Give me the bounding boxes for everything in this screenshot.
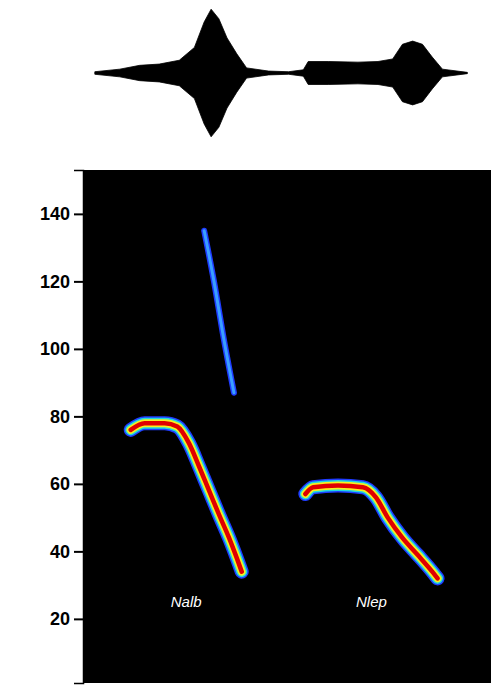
plot-background xyxy=(83,170,491,683)
y-tick: 80 xyxy=(50,407,83,427)
contour xyxy=(305,486,437,579)
contour xyxy=(131,423,242,572)
contour-glow xyxy=(305,486,437,579)
contour-glow xyxy=(131,423,242,572)
y-tick: 100 xyxy=(40,339,83,359)
call-label: Nlep xyxy=(356,593,387,610)
y-tick: 60 xyxy=(50,474,83,494)
y-tick-mark xyxy=(74,281,83,283)
contours xyxy=(131,231,438,579)
chart: Nalb Nlep 20 40 60 80 100 120 140 xyxy=(0,0,494,686)
y-tick: 20 xyxy=(50,609,83,629)
y-tick-mark xyxy=(74,213,83,215)
y-tick-label: 100 xyxy=(40,339,70,359)
y-tick-mark xyxy=(74,483,83,485)
call-label: Nalb xyxy=(171,593,202,610)
y-tick-mark xyxy=(74,551,83,553)
y-tick-label: 60 xyxy=(50,474,70,494)
y-tick-label: 120 xyxy=(40,272,70,292)
contour-glow xyxy=(305,486,437,579)
y-axis: 20 40 60 80 100 120 140 xyxy=(40,171,84,684)
y-axis-line xyxy=(74,171,84,684)
y-tick: 140 xyxy=(40,204,83,224)
y-tick-label: 140 xyxy=(40,204,70,224)
waveform xyxy=(95,9,468,137)
y-tick-mark xyxy=(74,618,83,620)
contour-glow xyxy=(305,486,437,579)
contour-glow xyxy=(131,423,242,572)
y-tick-mark xyxy=(74,416,83,418)
y-tick: 120 xyxy=(40,272,83,292)
contour-glow xyxy=(131,423,242,572)
y-tick: 40 xyxy=(50,542,83,562)
y-tick-mark xyxy=(74,348,83,350)
contour xyxy=(204,231,234,393)
y-tick-label: 40 xyxy=(50,542,70,562)
y-tick-label: 80 xyxy=(50,407,70,427)
y-tick-label: 20 xyxy=(50,609,70,629)
contour-glow xyxy=(204,231,234,393)
waveform-group xyxy=(95,9,468,137)
